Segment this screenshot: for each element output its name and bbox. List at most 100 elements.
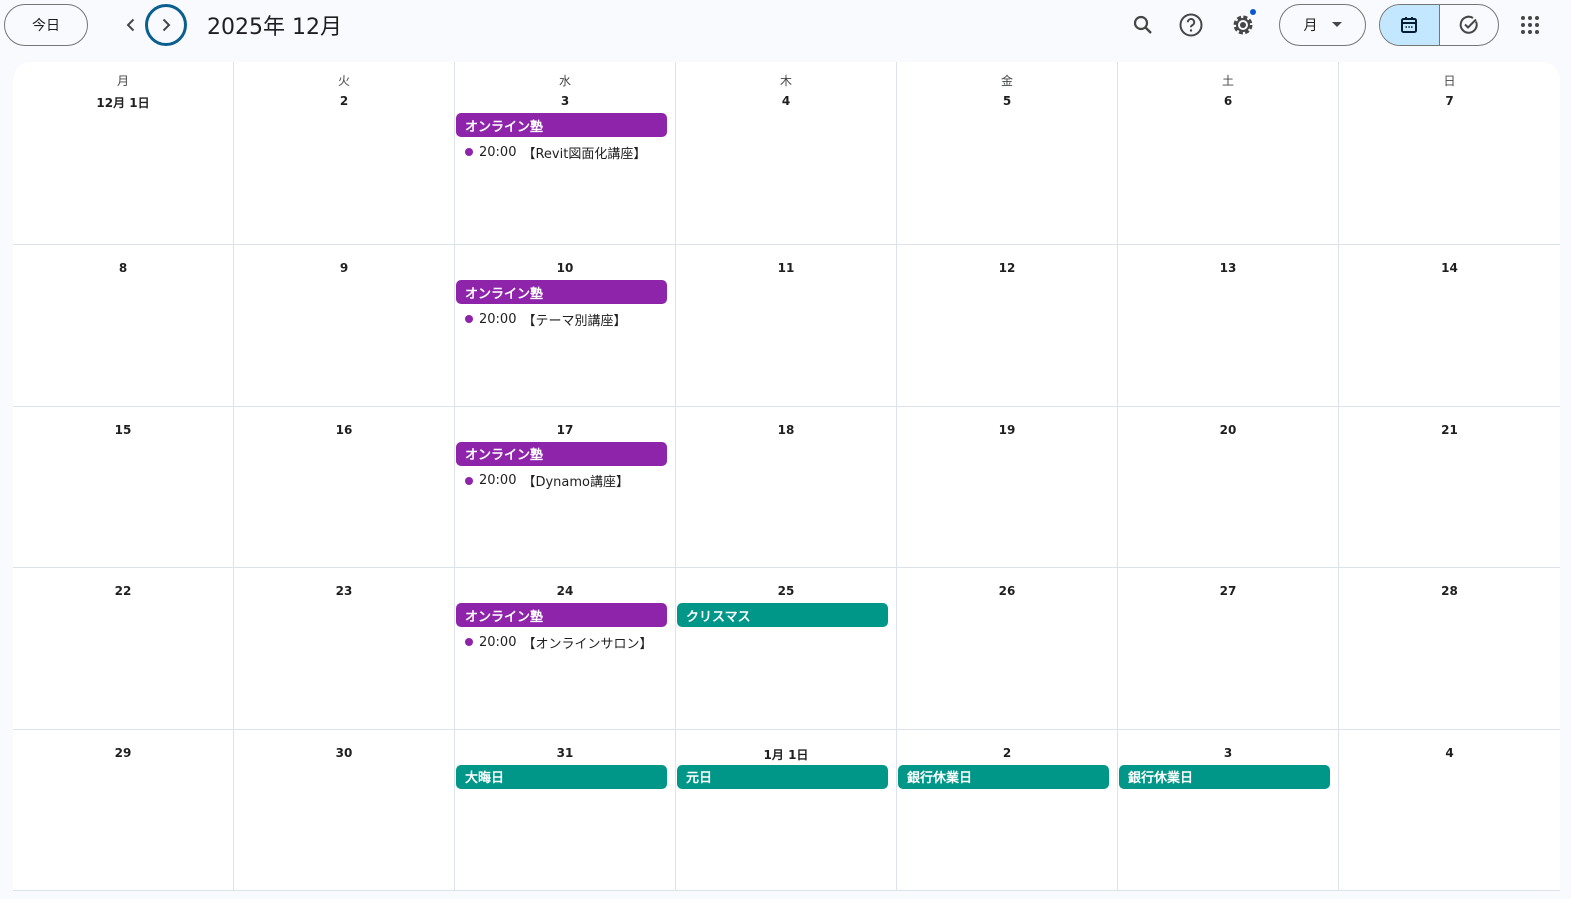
- day-cell[interactable]: 14: [1339, 245, 1560, 407]
- day-cell[interactable]: 30: [234, 729, 455, 891]
- date-number[interactable]: 22: [114, 584, 132, 598]
- date-number[interactable]: 1月 1日: [763, 747, 809, 762]
- timed-event[interactable]: 20:00 【テーマ別講座】: [465, 308, 675, 330]
- day-cell[interactable]: 8: [13, 245, 234, 407]
- previous-month-button[interactable]: [110, 4, 152, 46]
- day-cell[interactable]: 23: [234, 568, 455, 730]
- date-number[interactable]: 3: [560, 94, 570, 108]
- day-cell[interactable]: 31 大晦日: [455, 729, 676, 891]
- date-number[interactable]: 13: [1219, 261, 1237, 275]
- day-cell[interactable]: 17 オンライン塾 20:00 【Dynamo講座】: [455, 406, 676, 568]
- date-number[interactable]: 8: [118, 261, 128, 275]
- date-number[interactable]: 28: [1441, 584, 1458, 598]
- day-cell[interactable]: 16: [234, 406, 455, 568]
- all-day-event-chip[interactable]: オンライン塾: [456, 113, 667, 137]
- view-select[interactable]: 月: [1279, 4, 1366, 46]
- weekday-label: 水: [558, 74, 571, 88]
- date-number[interactable]: 20: [1219, 422, 1237, 437]
- day-cell[interactable]: 3 銀行休業日: [1118, 729, 1339, 891]
- date-number[interactable]: 2: [1002, 745, 1012, 760]
- day-cell[interactable]: 26: [897, 568, 1118, 730]
- day-cell[interactable]: 25 クリスマス: [676, 568, 897, 730]
- timed-event[interactable]: 20:00 【Revit図面化講座】: [465, 141, 675, 163]
- today-button[interactable]: 今日: [4, 4, 88, 46]
- day-cell[interactable]: 15: [13, 406, 234, 568]
- date-number[interactable]: 17: [556, 422, 574, 437]
- date-number[interactable]: 12: [998, 261, 1016, 275]
- day-cell[interactable]: 9: [234, 245, 455, 407]
- date-number[interactable]: 4: [1445, 745, 1454, 760]
- calendar-icon: [1401, 17, 1418, 33]
- date-number[interactable]: 6: [1223, 94, 1233, 108]
- event-dot-icon: [465, 638, 473, 646]
- date-number[interactable]: 2: [339, 94, 349, 108]
- all-day-event-chip[interactable]: オンライン塾: [456, 280, 667, 304]
- timed-event[interactable]: 20:00 【Dynamo講座】: [465, 470, 675, 492]
- date-number[interactable]: 29: [114, 745, 132, 760]
- day-cell[interactable]: 29: [13, 729, 234, 891]
- month-grid: 月 12月 1日火 2 水 3 オンライン塾 20:00 【Revit図面化講座】木 4 金 5 土 6…: [13, 62, 1560, 891]
- day-cell[interactable]: 20: [1118, 406, 1339, 568]
- date-number[interactable]: 19: [998, 422, 1016, 437]
- day-cell[interactable]: 19: [897, 406, 1118, 568]
- date-number[interactable]: 12月 1日: [96, 96, 150, 110]
- day-cell[interactable]: 21: [1339, 407, 1560, 568]
- day-cell[interactable]: 2 銀行休業日: [897, 729, 1118, 891]
- event-title: 【テーマ別講座】: [522, 313, 627, 329]
- all-day-event-chip[interactable]: 元日: [677, 764, 888, 789]
- date-number[interactable]: 24: [556, 584, 574, 598]
- event-list: 元日: [676, 764, 896, 789]
- date-number[interactable]: 31: [556, 745, 574, 760]
- help-button[interactable]: [1171, 5, 1211, 45]
- day-cell[interactable]: 18: [676, 406, 897, 568]
- day-cell[interactable]: 10 オンライン塾 20:00 【テーマ別講座】: [455, 245, 676, 407]
- day-cell[interactable]: 月 12月 1日: [13, 62, 234, 245]
- date-number[interactable]: 4: [781, 94, 791, 108]
- date-number[interactable]: 3: [1223, 745, 1233, 760]
- date-number[interactable]: 25: [777, 584, 795, 598]
- date-number[interactable]: 16: [335, 422, 353, 437]
- day-cell[interactable]: 27: [1118, 568, 1339, 730]
- day-cell[interactable]: 13: [1118, 245, 1339, 407]
- search-button[interactable]: [1123, 5, 1163, 45]
- date-number[interactable]: 30: [335, 745, 353, 760]
- tasks-view-button[interactable]: [1440, 5, 1499, 45]
- all-day-event-chip[interactable]: 銀行休業日: [898, 764, 1109, 789]
- date-number[interactable]: 14: [1441, 261, 1458, 275]
- date-number[interactable]: 9: [339, 261, 349, 275]
- day-cell[interactable]: 24 オンライン塾 20:00 【オンラインサロン】: [455, 568, 676, 730]
- date-number[interactable]: 18: [777, 422, 795, 437]
- date-number[interactable]: 21: [1441, 422, 1458, 437]
- date-number[interactable]: 10: [556, 261, 574, 275]
- all-day-event-chip[interactable]: オンライン塾: [456, 441, 667, 466]
- calendar-view-button[interactable]: [1380, 5, 1440, 45]
- day-cell[interactable]: 水 3 オンライン塾 20:00 【Revit図面化講座】: [455, 62, 676, 245]
- day-cell[interactable]: 1月 1日元日: [676, 729, 897, 891]
- date-number[interactable]: 23: [335, 584, 353, 598]
- date-number[interactable]: 27: [1219, 584, 1237, 598]
- all-day-event-chip[interactable]: 大晦日: [456, 764, 667, 789]
- weekday-label: 金: [1000, 74, 1013, 88]
- day-cell[interactable]: 4: [1339, 730, 1560, 891]
- date-number[interactable]: 15: [114, 422, 132, 437]
- settings-button[interactable]: [1223, 5, 1263, 45]
- day-cell[interactable]: 22: [13, 568, 234, 730]
- date-number[interactable]: 7: [1445, 94, 1454, 108]
- date-number[interactable]: 5: [1002, 94, 1012, 108]
- date-number[interactable]: 26: [998, 584, 1016, 598]
- next-month-button[interactable]: [145, 4, 187, 46]
- all-day-event-chip[interactable]: クリスマス: [677, 603, 888, 627]
- date-number[interactable]: 11: [777, 261, 795, 275]
- all-day-event-chip[interactable]: オンライン塾: [456, 603, 667, 627]
- all-day-event-chip[interactable]: 銀行休業日: [1119, 764, 1330, 789]
- day-cell[interactable]: 28: [1339, 568, 1560, 730]
- timed-event[interactable]: 20:00 【オンラインサロン】: [465, 631, 675, 653]
- apps-button[interactable]: [1510, 5, 1550, 45]
- day-cell[interactable]: 12: [897, 245, 1118, 407]
- day-cell[interactable]: 11: [676, 245, 897, 407]
